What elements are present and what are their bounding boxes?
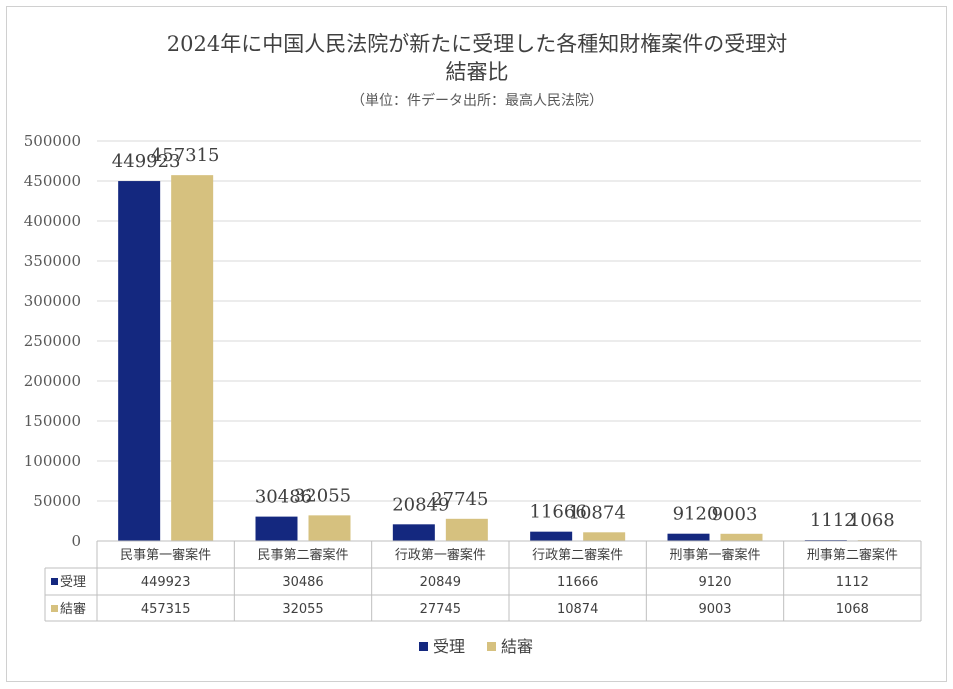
gridlines [97,140,921,502]
table-cell: 32055 [282,602,323,617]
y-axis: 0 50000 100000 150000 200000 250000 300000 3500… [24,132,81,550]
legend-entry: 受理 [433,637,465,656]
bar-結審-行政第二審案件 [583,532,626,541]
data-label: 1112 [810,510,856,531]
table-cell: 10874 [557,602,598,617]
chart-title: 2024年に中国人民法院が新たに受理した各種知財権案件の受理対 [167,32,787,56]
category-label: 刑事第一審案件 [669,548,760,563]
table-cell: 1068 [836,602,869,617]
table-cell: 30486 [282,575,323,590]
bar-受理-民事第一審案件 [118,181,161,542]
data-label: 20849 [392,494,449,515]
data-label: 10874 [569,502,626,523]
bar-結審-行政第一審案件 [445,518,488,541]
table-cell: 20849 [420,575,461,590]
bar-結審-民事第二審案件 [308,515,351,541]
data-label: 11666 [530,502,587,523]
y-tick-label: 200000 [24,372,81,390]
bar-受理-民事第二審案件 [255,516,298,541]
table-cell: 449923 [141,575,191,590]
data-label: 449923 [112,151,181,172]
table-cell: 11666 [557,575,598,590]
chart-frame: 2024年に中国人民法院が新たに受理した各種知財権案件の受理対 結審比 （単位：… [6,6,947,682]
bar-受理-行政第二審案件 [530,531,573,541]
y-tick-label: 300000 [24,292,81,310]
category-label: 行政第二審案件 [532,548,623,563]
legend-entry: 結審 [501,637,533,656]
y-tick-label: 150000 [24,412,81,430]
category-label: 刑事第二審案件 [807,548,898,563]
table-row-header: 結審 [60,602,86,617]
legend-key [419,642,428,651]
data-label: 27745 [431,489,488,510]
bar-受理-刑事第一審案件 [667,533,710,541]
data-label: 9120 [673,504,719,525]
legend-key [487,642,496,651]
data-label: 30486 [255,487,312,508]
chart-subtitle: （単位：件データ出所：最高人民法院） [351,92,603,109]
data-label: 457315 [151,145,220,166]
bars [118,175,900,542]
legend: 受理 結審 [419,637,533,656]
table-cell: 1112 [836,575,869,590]
table-legend-key [51,578,58,585]
bar-結審-民事第一審案件 [171,175,214,541]
y-tick-label: 250000 [24,332,81,350]
bar-受理-行政第一審案件 [392,524,435,541]
category-label: 行政第一審案件 [395,548,486,563]
data-table: 民事第一審案件 民事第二審案件 行政第一審案件 行政第二審案件 刑事第一審案件 刑事第二審… [44,540,922,622]
y-tick-label: 0 [71,532,81,550]
table-legend-key [51,605,58,612]
data-label: 9003 [712,504,758,525]
table-cell: 9003 [698,602,731,617]
bar-chart: 2024年に中国人民法院が新たに受理した各種知財権案件の受理対 結審比 （単位：… [24,32,922,656]
y-tick-label: 450000 [24,172,81,190]
data-label: 32055 [294,485,351,506]
y-tick-label: 400000 [24,212,81,230]
category-label: 民事第二審案件 [257,548,348,563]
data-labels: 449923 30486 20849 11666 9120 1112 457315 32055… [112,145,895,531]
table-cell: 9120 [698,575,731,590]
chart-title-line2: 結審比 [446,60,509,84]
y-tick-label: 500000 [24,132,81,150]
table-row-header: 受理 [60,575,86,590]
y-tick-label: 50000 [33,492,81,510]
y-tick-label: 350000 [24,252,81,270]
table-cell: 457315 [141,602,191,617]
category-label: 民事第一審案件 [120,548,211,563]
bar-結審-刑事第一審案件 [720,533,763,541]
data-label: 1068 [849,510,895,531]
table-cell: 27745 [420,602,461,617]
y-tick-label: 100000 [24,452,81,470]
